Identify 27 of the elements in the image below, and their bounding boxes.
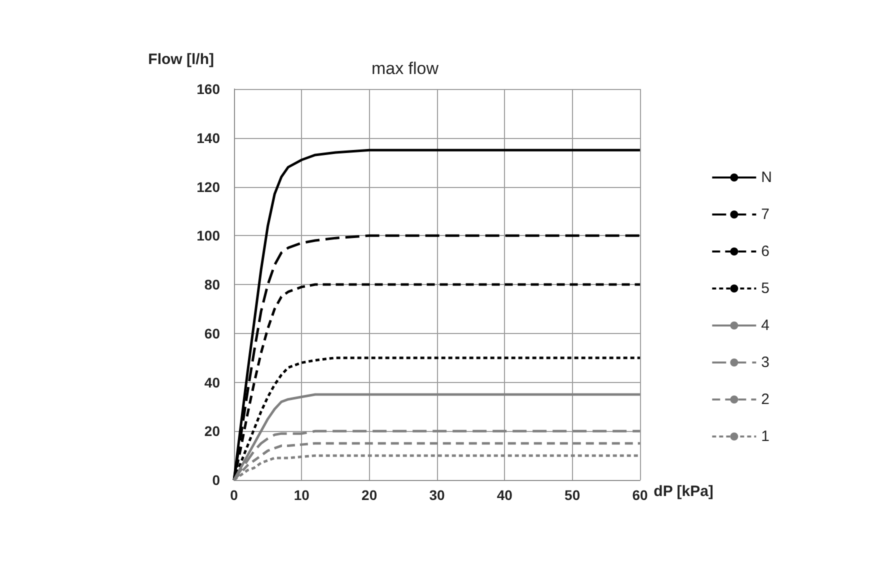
y-axis-title: Flow [l/h] (148, 51, 214, 68)
legend-label: 3 (761, 354, 770, 371)
y-tick-label: 0 (212, 472, 220, 488)
y-tick-label: 80 (204, 276, 220, 292)
x-axis-title: dP [kPa] (654, 483, 714, 500)
legend-label: 6 (761, 243, 770, 260)
y-tick-label: 140 (196, 130, 220, 146)
legend-label: 4 (761, 317, 770, 334)
chart-title: max flow (371, 59, 440, 78)
x-tick-label: 20 (362, 487, 378, 503)
y-tick-label: 100 (196, 228, 220, 244)
legend-label: 1 (761, 428, 770, 445)
y-tick-label: 60 (204, 325, 220, 342)
legend-label: 5 (761, 280, 770, 297)
legend-label: N (761, 169, 772, 186)
x-tick-label: 30 (429, 487, 445, 503)
legend-label: 7 (761, 206, 770, 223)
y-tick-label: 160 (196, 81, 220, 97)
y-tick-label: 20 (204, 423, 220, 440)
y-tick-label: 40 (204, 374, 220, 390)
x-tick-label: 10 (294, 487, 310, 503)
x-tick-label: 0 (230, 487, 238, 503)
legend-label: 2 (761, 391, 770, 408)
x-tick-label: 40 (496, 487, 513, 503)
y-tick-label: 120 (196, 178, 220, 195)
x-tick-label: 60 (632, 487, 648, 503)
x-tick-label: 50 (564, 487, 580, 503)
